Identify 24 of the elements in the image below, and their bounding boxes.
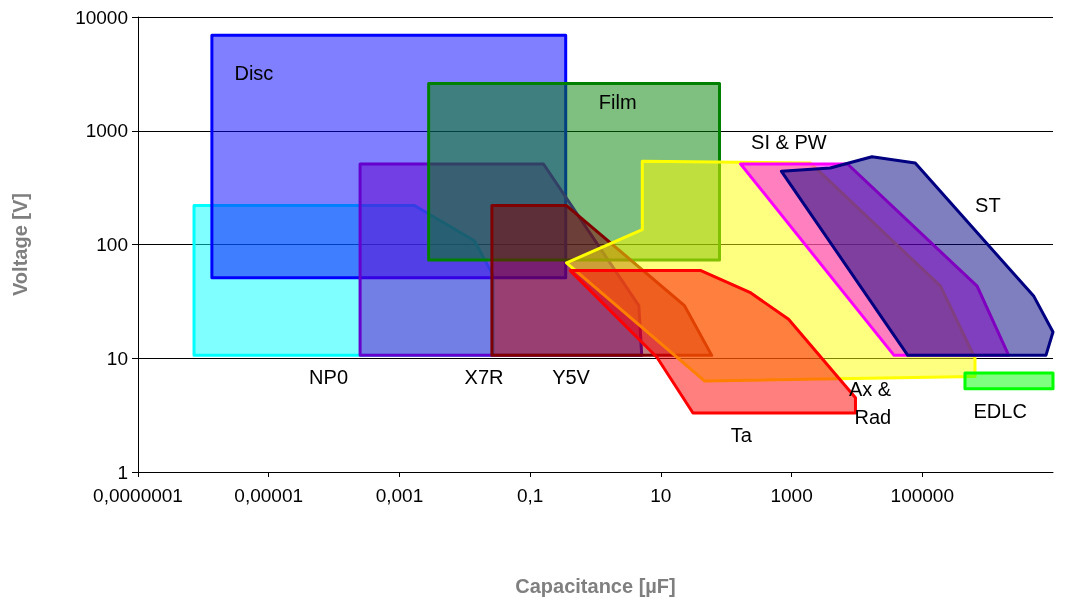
- x-tick-label: 0,0000001: [93, 485, 183, 506]
- x-axis-title: Capacitance [µF]: [515, 575, 676, 597]
- y-tick-label: 1: [117, 461, 128, 483]
- series-label: Film: [598, 90, 637, 113]
- x-tick-label: 10: [650, 485, 672, 506]
- x-tick-label: 100000: [890, 485, 954, 506]
- y-axis-title: Voltage [V]: [9, 193, 31, 296]
- x-tick-label: 0,1: [516, 485, 544, 506]
- x-tick-label: 0,00001: [234, 485, 304, 506]
- series-label: Y5V: [552, 366, 591, 389]
- series-label: Ax & Rad: [848, 378, 897, 429]
- series-label: ST: [975, 193, 1001, 216]
- series-label: Ta: [730, 424, 753, 447]
- x-tick-label: 0,001: [375, 485, 424, 506]
- x-tick-label: 1000: [770, 485, 813, 506]
- series-label: Disc: [234, 62, 274, 85]
- series-label: EDLC: [973, 399, 1027, 422]
- y-tick-label: 10: [106, 347, 128, 369]
- series-label: X7R: [464, 366, 504, 389]
- y-tick-label: 1000: [85, 120, 128, 142]
- y-tick-label: 100: [96, 234, 128, 255]
- series-label: NP0: [309, 366, 349, 389]
- y-tick-label: 10000: [75, 6, 128, 28]
- series-label: SI & PW: [751, 131, 827, 154]
